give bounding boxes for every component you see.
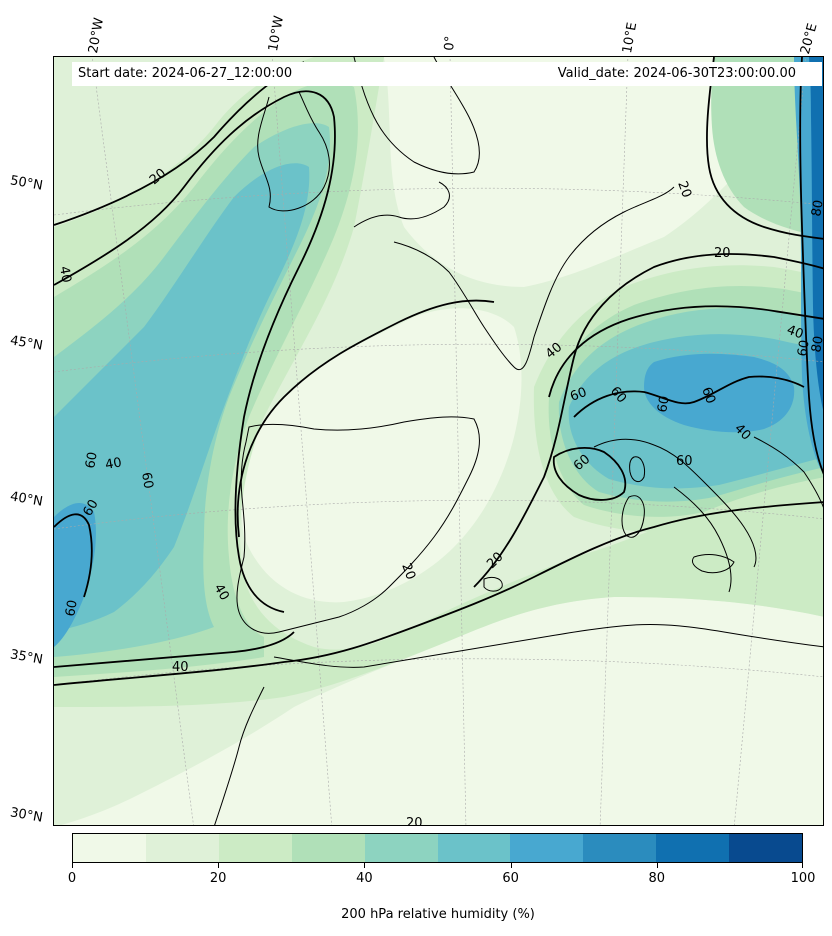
valid-date-label: Valid_date: 2024-06-30T23:00:00.00 (557, 66, 796, 81)
colorbar-segment (510, 834, 584, 862)
contour-label: 60 (676, 454, 693, 469)
latitude-label: 30°N (8, 805, 44, 826)
start-date-label: Start date: 2024-06-27_12:00:00 (78, 66, 293, 81)
contour-20-iberia (236, 299, 495, 538)
contour-label: 80 (809, 199, 824, 218)
latitude-label: 35°N (8, 647, 44, 668)
colorbar-tick-label: 80 (648, 871, 666, 886)
colorbar-segment (364, 834, 438, 862)
colorbar-tick (802, 863, 803, 868)
coastlines (214, 57, 823, 825)
contour-label: 60 (138, 471, 156, 490)
rh-band-80-90-ne (809, 57, 823, 410)
rh-band-50-60-atlantic (54, 163, 310, 632)
contour-label: 60 (568, 385, 589, 405)
colorbar-tick (72, 863, 73, 868)
contour-label: 60 (80, 497, 101, 519)
longitude-label: 10°W (266, 14, 288, 53)
date-header: Start date: 2024-06-27_12:00:00 Valid_da… (72, 62, 822, 86)
graticule (54, 57, 823, 825)
contour-60-west (54, 513, 93, 598)
contour-label: 20 (714, 246, 731, 261)
contour-label: 60 (655, 395, 673, 414)
contour-label: 60 (63, 599, 81, 618)
contour-40-alps (548, 305, 823, 398)
colorbar-segment (145, 834, 219, 862)
latitude-label: 50°N (8, 173, 44, 194)
colorbar-segment (218, 834, 292, 862)
latitude-label: 45°N (8, 333, 44, 354)
contour-label: 40 (211, 582, 232, 604)
rh-band-60-70-alps (644, 353, 795, 433)
longitude-label: 20°E (798, 21, 821, 56)
contour-label: 60 (795, 339, 813, 358)
rh-dry-iberia (241, 308, 522, 603)
longitude-label: 10°E (620, 21, 641, 55)
map-panel: 20 40 60 40 60 60 60 40 40 20 20 40 60 6… (53, 56, 824, 826)
colorbar-tick-label: 20 (209, 871, 227, 886)
colorbar-tick (510, 863, 512, 868)
contour-40-south (54, 631, 295, 668)
contour-60-alps (573, 375, 805, 418)
contour-60-ne (799, 57, 823, 475)
colorbar-tick (218, 863, 220, 868)
colorbar-tick (364, 863, 366, 868)
longitude-label: 0° (442, 35, 459, 52)
contour-60-alps2 (552, 446, 627, 501)
longitude-label: 20°W (86, 16, 108, 55)
contour-label: 60 (83, 451, 101, 470)
colorbar (72, 833, 803, 863)
humidity-map: 20 40 60 40 60 60 60 40 40 20 20 40 60 6… (54, 57, 824, 826)
colorbar-tick-label: 60 (502, 871, 519, 886)
contour-40-south2 (54, 501, 823, 686)
contour-label: 20 (674, 179, 694, 200)
colorbar-segment (656, 834, 730, 862)
contour-label: 40 (104, 455, 123, 473)
contour-label: 80 (809, 335, 824, 354)
contour-label: 40 (785, 323, 806, 343)
latitude-label: 40°N (8, 489, 44, 510)
colorbar-segment (73, 834, 146, 862)
colorbar-title: 200 hPa relative humidity (%) (341, 907, 535, 922)
contour-label: 20 (406, 816, 423, 826)
colorbar-tick (656, 863, 658, 868)
rh-band-60-70-sw (54, 502, 96, 647)
contour-20-ne (706, 57, 823, 240)
colorbar-tick-label: 40 (356, 871, 373, 886)
colorbar-segment (437, 834, 511, 862)
contour-label: 40 (56, 265, 74, 284)
colorbar-tick-label: 0 (67, 871, 77, 886)
colorbar-segment (729, 834, 803, 862)
contour-40-west (54, 90, 336, 613)
colorbar-tick-label: 100 (790, 871, 816, 886)
contour-label: 20 (398, 561, 418, 582)
contour-20-east (473, 253, 823, 588)
rh-band-20-40-ne (711, 57, 823, 237)
contour-label: 40 (172, 660, 189, 675)
contour-label: 60 (698, 385, 718, 406)
colorbar-segment (583, 834, 657, 862)
colorbar-segment (291, 834, 365, 862)
